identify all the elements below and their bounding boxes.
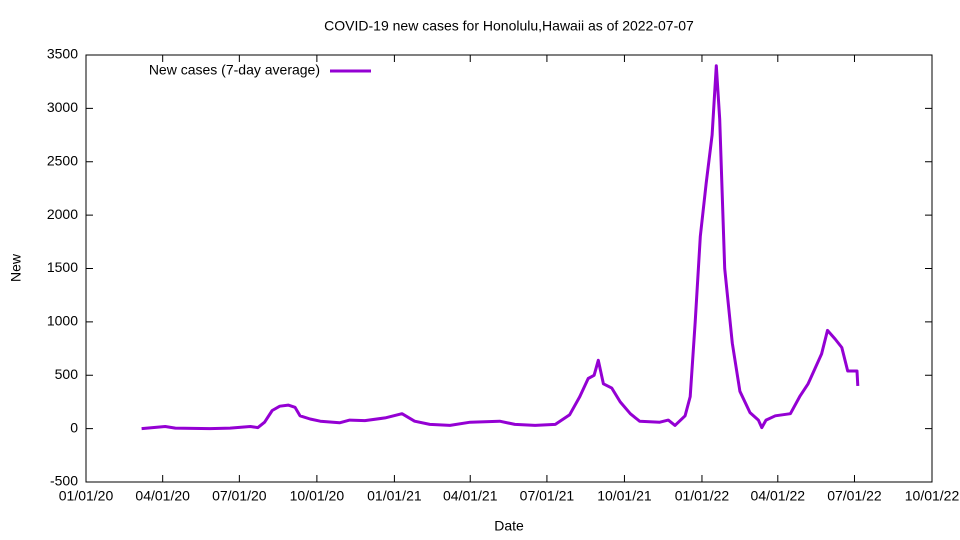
y-tick-label: 1500 bbox=[47, 259, 78, 275]
x-tick-label: 07/01/20 bbox=[212, 488, 267, 504]
series-line bbox=[141, 64, 860, 431]
y-axis-label: New bbox=[8, 253, 24, 282]
x-axis-label: Date bbox=[494, 518, 524, 534]
x-tick-label: 01/01/22 bbox=[675, 488, 730, 504]
x-tick-label: 04/01/22 bbox=[751, 488, 806, 504]
y-tick-label: 0 bbox=[70, 419, 78, 435]
x-tick-label: 10/01/22 bbox=[905, 488, 960, 504]
x-tick-label: 10/01/21 bbox=[597, 488, 652, 504]
x-tick-label: 04/01/21 bbox=[443, 488, 498, 504]
x-tick-label: 10/01/20 bbox=[290, 488, 345, 504]
y-tick-label: 2000 bbox=[47, 206, 78, 222]
y-tick-label: 3500 bbox=[47, 46, 78, 62]
y-tick-label: -500 bbox=[50, 473, 78, 489]
chart-title: COVID-19 new cases for Honolulu,Hawaii a… bbox=[324, 18, 694, 34]
y-tick-label: 3000 bbox=[47, 99, 78, 115]
y-tick-label: 1000 bbox=[47, 313, 78, 329]
legend-label: New cases (7-day average) bbox=[149, 62, 320, 78]
x-tick-label: 01/01/21 bbox=[367, 488, 422, 504]
x-tick-label: 01/01/20 bbox=[59, 488, 114, 504]
x-tick-label: 04/01/20 bbox=[135, 488, 190, 504]
y-tick-label: 500 bbox=[55, 366, 79, 382]
x-tick-label: 07/01/22 bbox=[827, 488, 882, 504]
plot-border bbox=[85, 54, 933, 483]
x-tick-label: 07/01/21 bbox=[520, 488, 575, 504]
y-tick-label: 2500 bbox=[47, 152, 78, 168]
